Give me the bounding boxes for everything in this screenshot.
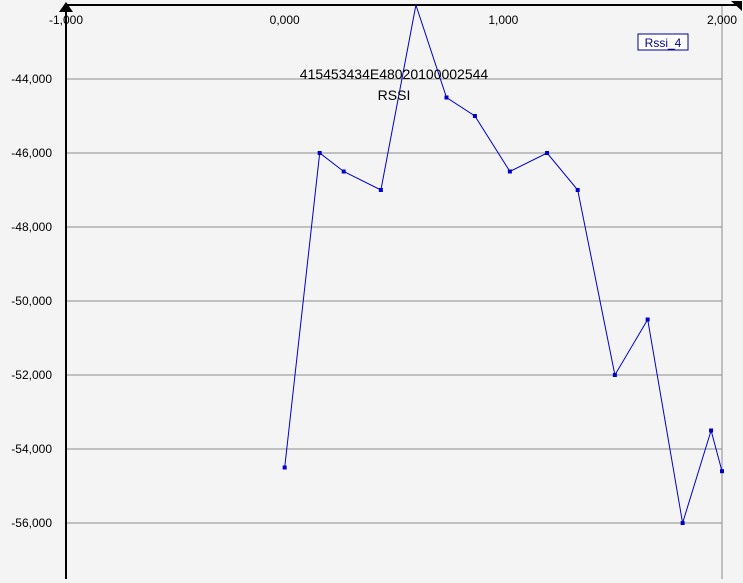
- data-point: [645, 317, 650, 322]
- y-tick-label: -54,000: [11, 442, 52, 456]
- data-point: [282, 465, 287, 470]
- x-tick-label: 1,000: [488, 13, 518, 27]
- data-point: [317, 151, 322, 155]
- tick-labels: -44,000 -46,000 -48,000 -50,000 -52,000 -54,0…: [11, 13, 737, 530]
- data-point: [507, 169, 512, 174]
- series-rssi-4: [282, 5, 724, 525]
- legend-label-rssi-4: Rssi_4: [645, 36, 682, 50]
- y-axis-arrow-icon: [59, 2, 73, 12]
- grid-lines: [66, 5, 723, 579]
- data-point: [680, 521, 685, 525]
- legend-box: [637, 33, 689, 51]
- data-point: [472, 114, 477, 118]
- data-point: [575, 188, 580, 192]
- series-layer: [282, 5, 724, 525]
- data-point: [378, 188, 383, 192]
- y-tick-label: -44,000: [11, 72, 52, 86]
- y-tick-label: -48,000: [11, 220, 52, 234]
- data-point: [341, 169, 346, 174]
- y-tick-label: -46,000: [11, 146, 52, 160]
- data-point: [612, 373, 617, 377]
- data-point: [709, 428, 714, 433]
- y-tick-label: -50,000: [11, 294, 52, 308]
- data-point: [444, 95, 449, 100]
- axes: [59, 1, 742, 579]
- y-tick-label: -52,000: [11, 368, 52, 382]
- x-tick-label: 0,000: [270, 13, 300, 27]
- chart-subtitle: RSSI: [378, 87, 411, 103]
- y-tick-label: -56,000: [11, 516, 52, 530]
- x-tick-label: -1,000: [49, 13, 83, 27]
- x-tick-label: 2,000: [707, 13, 737, 27]
- data-point: [545, 151, 550, 155]
- legend: Rssi_4: [637, 33, 689, 51]
- data-point: [720, 469, 724, 474]
- chart-title: 415453434E48020100002544: [300, 66, 489, 82]
- x-axis-arrow-icon: [731, 1, 742, 11]
